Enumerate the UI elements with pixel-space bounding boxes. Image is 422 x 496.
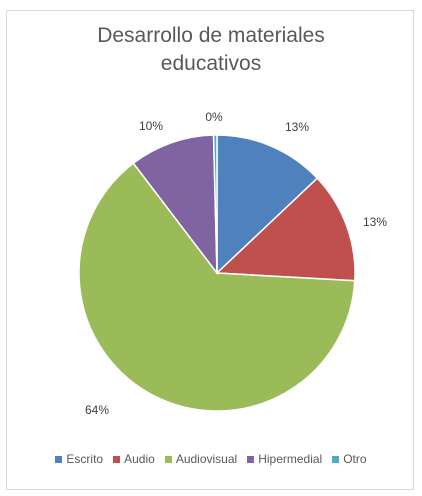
pie-slice-hipermedial xyxy=(132,134,218,276)
legend-swatch-audiovisual xyxy=(164,455,172,463)
legend-label-otro: Otro xyxy=(343,452,367,466)
legend-item-audio: Audio xyxy=(113,452,155,466)
data-label-audio: 13% xyxy=(363,215,387,229)
data-label-otro: 0% xyxy=(205,110,223,124)
chart-title-line-2: educativos xyxy=(160,52,262,75)
legend: Escrito Audio Audiovisual Hipermedial Otro xyxy=(0,452,422,466)
chart-title: Desarrollo de materiales educativos xyxy=(0,22,422,78)
legend-swatch-hipermedial xyxy=(247,455,255,463)
pie-slice-audio xyxy=(215,177,356,282)
pie-slice-escrito xyxy=(216,134,319,275)
legend-item-hipermedial: Hipermedial xyxy=(247,452,322,466)
legend-swatch-otro xyxy=(332,455,340,463)
legend-item-audiovisual: Audiovisual xyxy=(164,452,238,466)
legend-label-audiovisual: Audiovisual xyxy=(175,452,238,466)
legend-swatch-escrito xyxy=(55,455,63,463)
data-label-hipermedial: 10% xyxy=(139,119,163,133)
legend-item-otro: Otro xyxy=(332,452,367,466)
legend-label-escrito: Escrito xyxy=(66,452,104,466)
data-label-audiovisual: 64% xyxy=(85,403,109,417)
pie-slice-audiovisual xyxy=(78,162,356,412)
data-label-escrito: 13% xyxy=(285,120,309,134)
legend-label-audio: Audio xyxy=(124,452,155,466)
legend-item-escrito: Escrito xyxy=(55,452,103,466)
legend-label-hipermedial: Hipermedial xyxy=(258,452,323,466)
chart-title-line-1: Desarrollo de materiales xyxy=(97,24,325,47)
legend-swatch-audio xyxy=(113,455,121,463)
pie-slice-otro xyxy=(212,134,218,274)
